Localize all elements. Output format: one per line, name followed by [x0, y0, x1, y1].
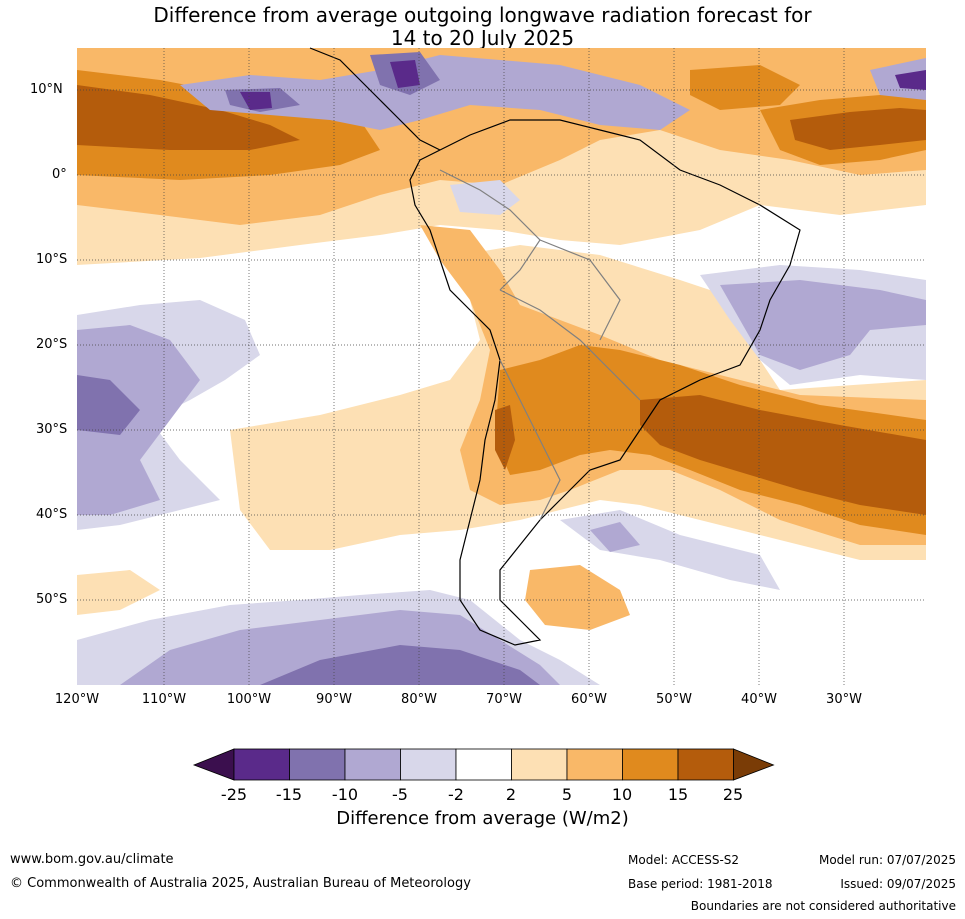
- colorbar-tick-8: 15: [667, 785, 689, 804]
- lat-label-10s: 10°S: [36, 252, 68, 267]
- footer-model: Model: ACCESS-S2: [628, 853, 740, 867]
- lon-label-30w: 30°W: [826, 692, 862, 707]
- east-pacific-dark-purple: [77, 375, 140, 435]
- footer-model-run: Model run: 07/07/2025: [818, 853, 956, 867]
- south-brown: [640, 395, 926, 515]
- country-borders: [439, 169, 641, 521]
- southern-ocean-dark-purple: [260, 645, 540, 685]
- border-2: [499, 289, 641, 401]
- lon-label-50w: 50°W: [656, 692, 692, 707]
- atlantic-mid-purple-dark: [720, 280, 926, 370]
- lon-label-70w: 70°W: [486, 692, 522, 707]
- lat-label-0: 0°: [52, 167, 67, 182]
- colorbar-segment: [344, 748, 401, 781]
- andes-brown: [495, 405, 515, 470]
- amazon-purple: [450, 180, 520, 215]
- colorbar-extend-high: [733, 748, 775, 781]
- lat-label-40s: 40°S: [36, 507, 68, 522]
- lon-label-60w: 60°W: [571, 692, 607, 707]
- anomaly-field: [77, 48, 926, 685]
- lon-label-90w: 90°W: [316, 692, 352, 707]
- lat-label-50s: 50°S: [36, 592, 68, 607]
- lon-label-120w: 120°W: [54, 692, 100, 707]
- footer-copyright: © Commonwealth of Australia 2025, Austra…: [10, 876, 471, 891]
- coastlines: [309, 47, 801, 646]
- footer-url[interactable]: www.bom.gov.au/climate: [10, 852, 174, 867]
- title-line-1: Difference from average outgoing longwav…: [153, 3, 812, 27]
- colorbar-tick-7: 10: [611, 785, 633, 804]
- colorbar-segment: [622, 748, 679, 781]
- title-line-2: 14 to 20 July 2025: [390, 26, 575, 50]
- colorbar-segment: [233, 748, 290, 781]
- lon-label-110w: 110°W: [141, 692, 187, 707]
- atlantic-north-brown: [790, 108, 926, 150]
- south-atlantic-purple-dark: [590, 522, 640, 552]
- colorbar-segment: [455, 748, 512, 781]
- footer-issued: Issued: 09/07/2025: [840, 877, 956, 891]
- footer-disclaimer: Boundaries are not considered authoritat…: [690, 899, 956, 913]
- south-america-coast: [409, 119, 801, 646]
- colorbar-title: Difference from average (W/m2): [336, 808, 629, 829]
- central-america-coast: [309, 47, 441, 151]
- lat-label-10n: 10°N: [30, 82, 63, 97]
- colorbar-segment: [400, 748, 457, 781]
- caribbean-dark-purple: [225, 52, 440, 112]
- east-pacific-mid-purple: [77, 325, 200, 515]
- chart-title: Difference from average outgoing longwav…: [0, 4, 965, 50]
- colorbar-segment: [566, 748, 623, 781]
- colorbar-extend-low: [192, 748, 235, 781]
- colorbar-segment: [511, 748, 568, 781]
- colorbar-tick-9: 25: [722, 785, 744, 804]
- colorbar-segment: [289, 748, 346, 781]
- lon-label-40w: 40°W: [741, 692, 777, 707]
- sw-pacific-pale-orange: [77, 570, 160, 615]
- colorbar-segment: [677, 748, 734, 781]
- gridlines: [77, 48, 926, 685]
- caribbean-purple: [180, 55, 690, 130]
- caribbean-deep-purple: [240, 60, 420, 110]
- colorbar-tick-0: -25: [220, 785, 248, 804]
- border-3: [539, 239, 621, 341]
- north-brown-band: [77, 85, 300, 150]
- lon-label-100w: 100°W: [226, 692, 272, 707]
- colorbar-tick-6: 5: [561, 785, 573, 804]
- atlantic-ne-orange: [690, 65, 800, 110]
- colorbar-tick-5: 2: [505, 785, 517, 804]
- colorbar-tick-2: -10: [331, 785, 359, 804]
- colorbar-tick-4: -2: [448, 785, 464, 804]
- colorbar-tick-1: -15: [275, 785, 303, 804]
- colorbar: [192, 748, 775, 781]
- lat-label-20s: 20°S: [36, 337, 68, 352]
- footer-base-period: Base period: 1981-2018: [628, 877, 773, 891]
- colorbar-tick-3: -5: [392, 785, 408, 804]
- atlantic-ne-dark-purple: [895, 70, 926, 90]
- border-4: [499, 359, 561, 521]
- lon-label-80w: 80°W: [401, 692, 437, 707]
- south-atlantic-orange: [525, 565, 630, 630]
- lat-label-30s: 30°S: [36, 422, 68, 437]
- border-1: [439, 169, 541, 291]
